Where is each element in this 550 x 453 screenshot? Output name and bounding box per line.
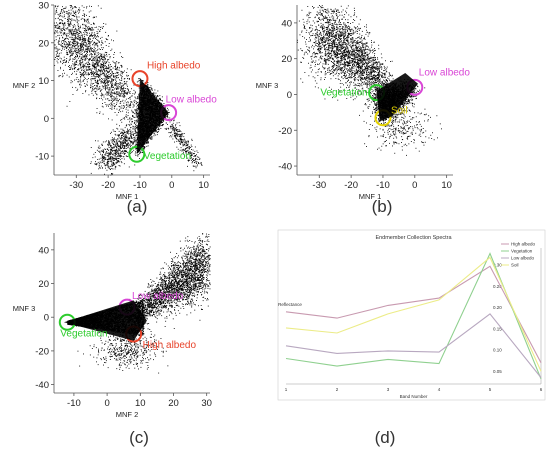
x-tick-label: -10 (133, 180, 147, 191)
y-tick-label: 20 (38, 279, 49, 290)
endmember-circle (128, 145, 146, 163)
endmember-label: Low albedo (166, 95, 218, 106)
legend-label: Vegetation (511, 249, 533, 254)
x-tick-label: 2 (336, 387, 339, 392)
y-tick-label: 0 (44, 313, 49, 324)
panel-label: (b) (372, 197, 393, 216)
scatter-density-core (63, 300, 147, 341)
endmember-label: Vegetation (60, 328, 107, 339)
y-tick-label: -10 (35, 152, 49, 163)
y-tick-label: 0 (44, 114, 49, 125)
scatter-points (67, 233, 211, 374)
x-axis-title: MNF 2 (116, 410, 139, 419)
series-line (285, 265, 542, 364)
x-tick-label: 10 (135, 398, 146, 409)
x-tick-label: 10 (198, 180, 209, 191)
x-axis-title: Band Number (400, 394, 428, 399)
scatter-panel-c: -10 0 10 20 30 -40 -20 0 20 40 MNF 2 MNF 3 Low albed… (13, 233, 212, 419)
line-chart-panel-d: Endmember Collection Spectra 1 2 3 4 5 6 0.05 0.… (277, 229, 546, 401)
endmember-label: Soil (391, 106, 408, 117)
x-tick-label: 4 (438, 387, 441, 392)
chart-title: Endmember Collection Spectra (375, 235, 452, 241)
chart-frame (277, 229, 546, 401)
x-tick-label: 10 (441, 180, 452, 191)
scatter-panel-a: -30 -20 -10 0 10 -10 0 10 20 30 MNF 1 MNF 2 High alb… (13, 1, 217, 202)
x-tick-label: -10 (376, 180, 390, 191)
endmember-label: Low albedo (132, 291, 184, 302)
panel-label: (a) (127, 197, 148, 216)
x-tick-label: 0 (104, 398, 109, 409)
y-tick-label: 0.15 (493, 326, 502, 331)
x-axis-title: MNF 1 (359, 192, 382, 201)
x-tick-label: 1 (285, 387, 288, 392)
x-tick-label: 6 (540, 387, 543, 392)
y-axis-title: Reflectance (278, 302, 302, 307)
scatter-density-core (136, 78, 169, 155)
endmember-label: High albedo (143, 340, 197, 351)
x-tick-label: -30 (69, 180, 83, 191)
y-axis-title: MNF 3 (13, 304, 36, 313)
y-tick-label: 20 (281, 54, 292, 65)
x-tick-label: -20 (344, 180, 358, 191)
y-tick-label: 40 (38, 245, 49, 256)
x-tick-label: 30 (201, 398, 212, 409)
endmember-label: Vegetation (144, 151, 191, 162)
x-tick-label: 20 (168, 398, 179, 409)
x-tick-label: 0 (412, 180, 417, 191)
y-tick-label: 0 (287, 90, 292, 101)
scatter-points (54, 5, 203, 176)
endmember-label: Low albedo (419, 67, 471, 78)
x-tick-label: 0 (169, 180, 174, 191)
x-tick-label: 5 (489, 387, 492, 392)
y-tick-label: 40 (281, 18, 292, 29)
y-tick-label: 0.20 (493, 305, 502, 310)
x-axis-title: MNF 1 (116, 192, 139, 201)
y-tick-label: 0.05 (493, 369, 502, 374)
y-tick-label: 0.10 (493, 348, 502, 353)
panel-label: (d) (375, 428, 396, 447)
y-axis-title: MNF 2 (13, 81, 36, 90)
y-tick-label: 0.25 (493, 284, 502, 289)
endmember-label: High albedo (147, 61, 201, 72)
legend-label: Low albedo (511, 256, 535, 261)
panel-label: (c) (129, 428, 149, 447)
series-line (285, 256, 542, 372)
y-tick-label: 10 (38, 76, 49, 87)
x-tick-label: 3 (387, 387, 390, 392)
legend-label: Soil (511, 263, 519, 268)
series-line (285, 313, 542, 378)
y-tick-label: -20 (278, 126, 292, 137)
legend-label: High albedo (511, 242, 536, 247)
y-tick-label: 0.30 (493, 263, 502, 268)
series-line (285, 252, 542, 380)
y-axis-title: MNF 3 (256, 81, 279, 90)
scatter-points (297, 5, 442, 156)
y-tick-label: 20 (38, 38, 49, 49)
endmember-label: Vegetation (320, 88, 367, 99)
scatter-panel-b: -30 -20 -10 0 10 -40 -20 0 20 40 MNF 1 MNF 3 Low alb… (256, 5, 471, 201)
scatter-density-core (376, 73, 418, 122)
x-tick-label: -30 (312, 180, 326, 191)
x-tick-label: -10 (67, 398, 81, 409)
y-tick-label: 30 (38, 1, 49, 12)
y-tick-label: -40 (278, 162, 292, 173)
x-tick-label: -20 (101, 180, 115, 191)
y-tick-label: -40 (35, 380, 49, 391)
y-tick-label: -20 (35, 346, 49, 357)
